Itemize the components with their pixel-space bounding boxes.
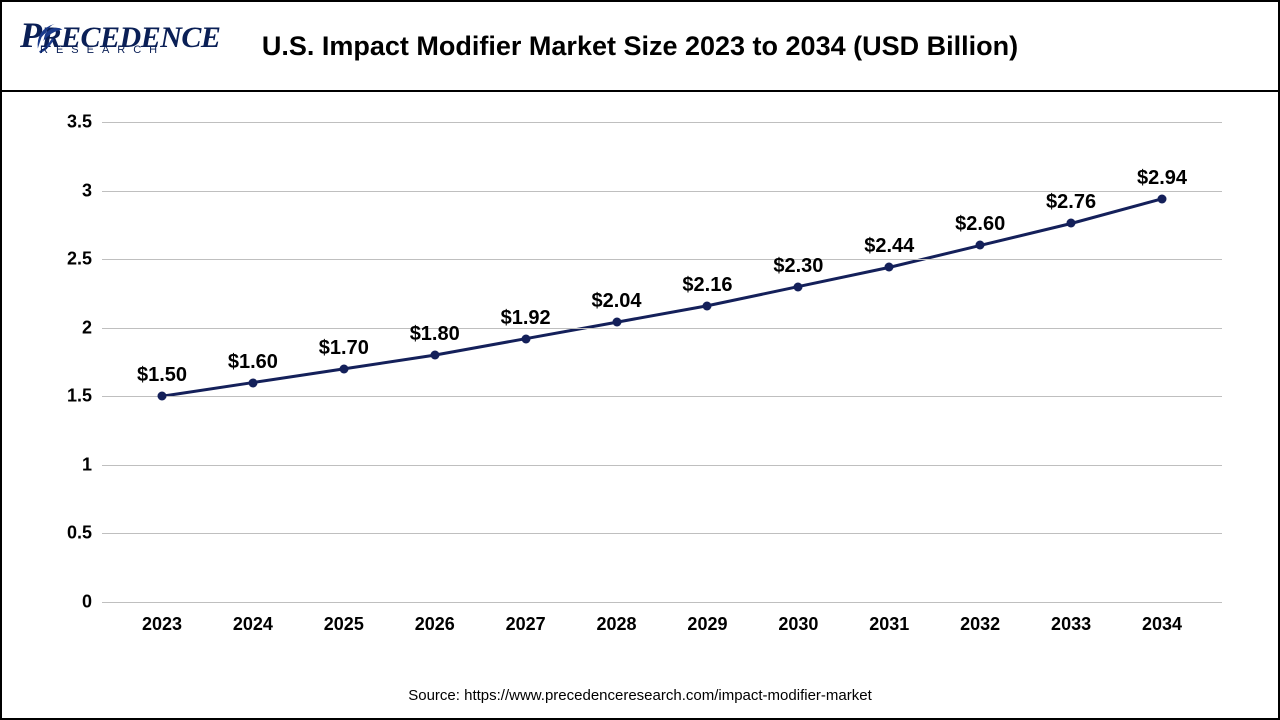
gridline [102, 396, 1222, 397]
data-point [521, 334, 530, 343]
gridline [102, 259, 1222, 260]
gridline [102, 465, 1222, 466]
y-tick-label: 0 [42, 592, 92, 613]
header: PRECEDENCE RESEARCH U.S. Impact Modifier… [2, 2, 1278, 92]
data-point [158, 392, 167, 401]
x-tick-label: 2028 [597, 614, 637, 635]
x-tick-label: 2033 [1051, 614, 1091, 635]
data-label: $2.44 [864, 235, 914, 258]
data-label: $2.76 [1046, 191, 1096, 214]
data-point [703, 301, 712, 310]
y-tick-label: 3.5 [42, 112, 92, 133]
x-tick-label: 2023 [142, 614, 182, 635]
x-tick-label: 2027 [506, 614, 546, 635]
plot-region: 00.511.522.533.5202320242025202620272028… [102, 122, 1222, 602]
chart-area: 00.511.522.533.5202320242025202620272028… [42, 122, 1242, 652]
data-point [976, 241, 985, 250]
data-label: $1.50 [137, 364, 187, 387]
gridline [102, 602, 1222, 603]
gridline [102, 122, 1222, 123]
data-label: $2.94 [1137, 167, 1187, 190]
source-text: Source: https://www.precedenceresearch.c… [2, 687, 1278, 704]
y-tick-label: 1.5 [42, 386, 92, 407]
x-tick-label: 2029 [687, 614, 727, 635]
y-tick-label: 0.5 [42, 523, 92, 544]
data-point [1067, 219, 1076, 228]
data-label: $1.92 [501, 306, 551, 329]
y-tick-label: 2.5 [42, 249, 92, 270]
data-label: $2.04 [592, 290, 642, 313]
x-tick-label: 2025 [324, 614, 364, 635]
data-label: $1.70 [319, 337, 369, 360]
data-label: $2.30 [773, 254, 823, 277]
x-tick-label: 2031 [869, 614, 909, 635]
data-label: $2.16 [682, 274, 732, 297]
y-tick-label: 3 [42, 180, 92, 201]
data-point [885, 263, 894, 272]
x-tick-label: 2024 [233, 614, 273, 635]
data-label: $2.60 [955, 213, 1005, 236]
data-point [794, 282, 803, 291]
data-label: $1.60 [228, 350, 278, 373]
data-label: $1.80 [410, 323, 460, 346]
gridline [102, 328, 1222, 329]
x-tick-label: 2030 [778, 614, 818, 635]
data-point [339, 364, 348, 373]
data-point [248, 378, 257, 387]
y-tick-label: 2 [42, 317, 92, 338]
data-point [1158, 194, 1167, 203]
logo-subtext: RESEARCH [40, 44, 165, 56]
data-point [612, 318, 621, 327]
data-point [430, 351, 439, 360]
x-tick-label: 2026 [415, 614, 455, 635]
x-tick-label: 2034 [1142, 614, 1182, 635]
y-tick-label: 1 [42, 454, 92, 475]
gridline [102, 533, 1222, 534]
x-tick-label: 2032 [960, 614, 1000, 635]
